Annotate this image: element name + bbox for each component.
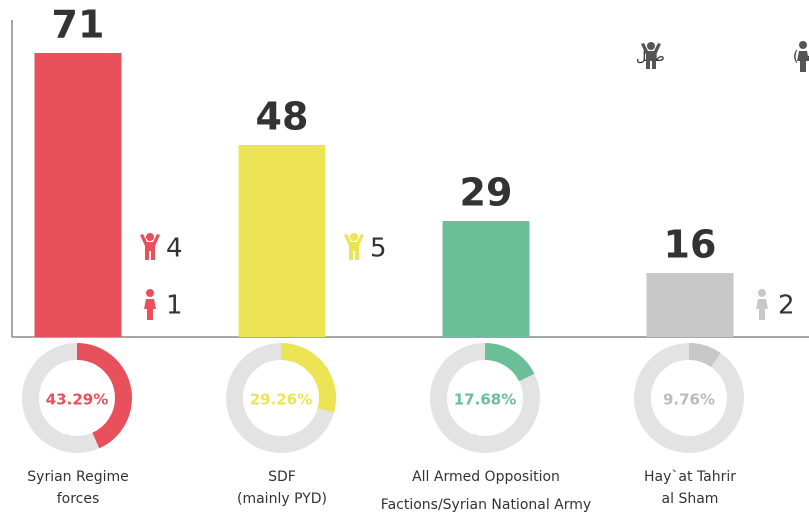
- category-label: SDF (mainly PYD): [237, 469, 327, 507]
- value-label: 48: [256, 95, 309, 139]
- child-icon: [140, 233, 160, 260]
- bar: [646, 273, 734, 337]
- woman-icon: [756, 289, 768, 320]
- icon-head: [647, 42, 655, 50]
- bar: [442, 221, 530, 337]
- icon-head: [758, 289, 766, 297]
- donut-label: 9.76%: [663, 391, 715, 409]
- category-label: Hay`at Tahrir al Sham: [644, 469, 736, 507]
- value-label: 29: [460, 171, 513, 215]
- icon-body: [797, 51, 809, 72]
- icon-head: [350, 233, 358, 241]
- child-count: 4: [166, 234, 183, 264]
- donut-arc: [226, 343, 336, 453]
- women-count: 1: [166, 291, 183, 321]
- icon-body: [756, 299, 768, 320]
- donut-label: 43.29%: [46, 391, 108, 409]
- donut-label: 29.26%: [250, 391, 312, 409]
- donut-arc: [430, 343, 540, 453]
- bar: [238, 145, 326, 337]
- child-icon: [641, 42, 661, 69]
- icon-head: [146, 233, 154, 241]
- icon-body: [641, 43, 661, 69]
- woman-icon: [144, 289, 156, 320]
- icon-head: [799, 41, 807, 49]
- bar: [34, 53, 122, 337]
- child-count: 5: [370, 234, 387, 264]
- category-label: All Armed Opposition Factions/Syrian Nat…: [380, 469, 592, 513]
- donut-arc: [634, 343, 744, 453]
- icon-body: [140, 234, 160, 260]
- icon-body: [344, 234, 364, 260]
- value-label: 16: [664, 223, 717, 267]
- donut-arc: [22, 343, 132, 453]
- woman-icon: [797, 41, 809, 72]
- child-icon: [344, 233, 364, 260]
- value-label: 71: [52, 3, 105, 47]
- donut-label: 17.68%: [454, 391, 516, 409]
- category-label: Syrian Regime forces: [27, 469, 129, 507]
- icon-head: [146, 289, 154, 297]
- women-count: 2: [778, 291, 795, 321]
- icon-body: [144, 299, 156, 320]
